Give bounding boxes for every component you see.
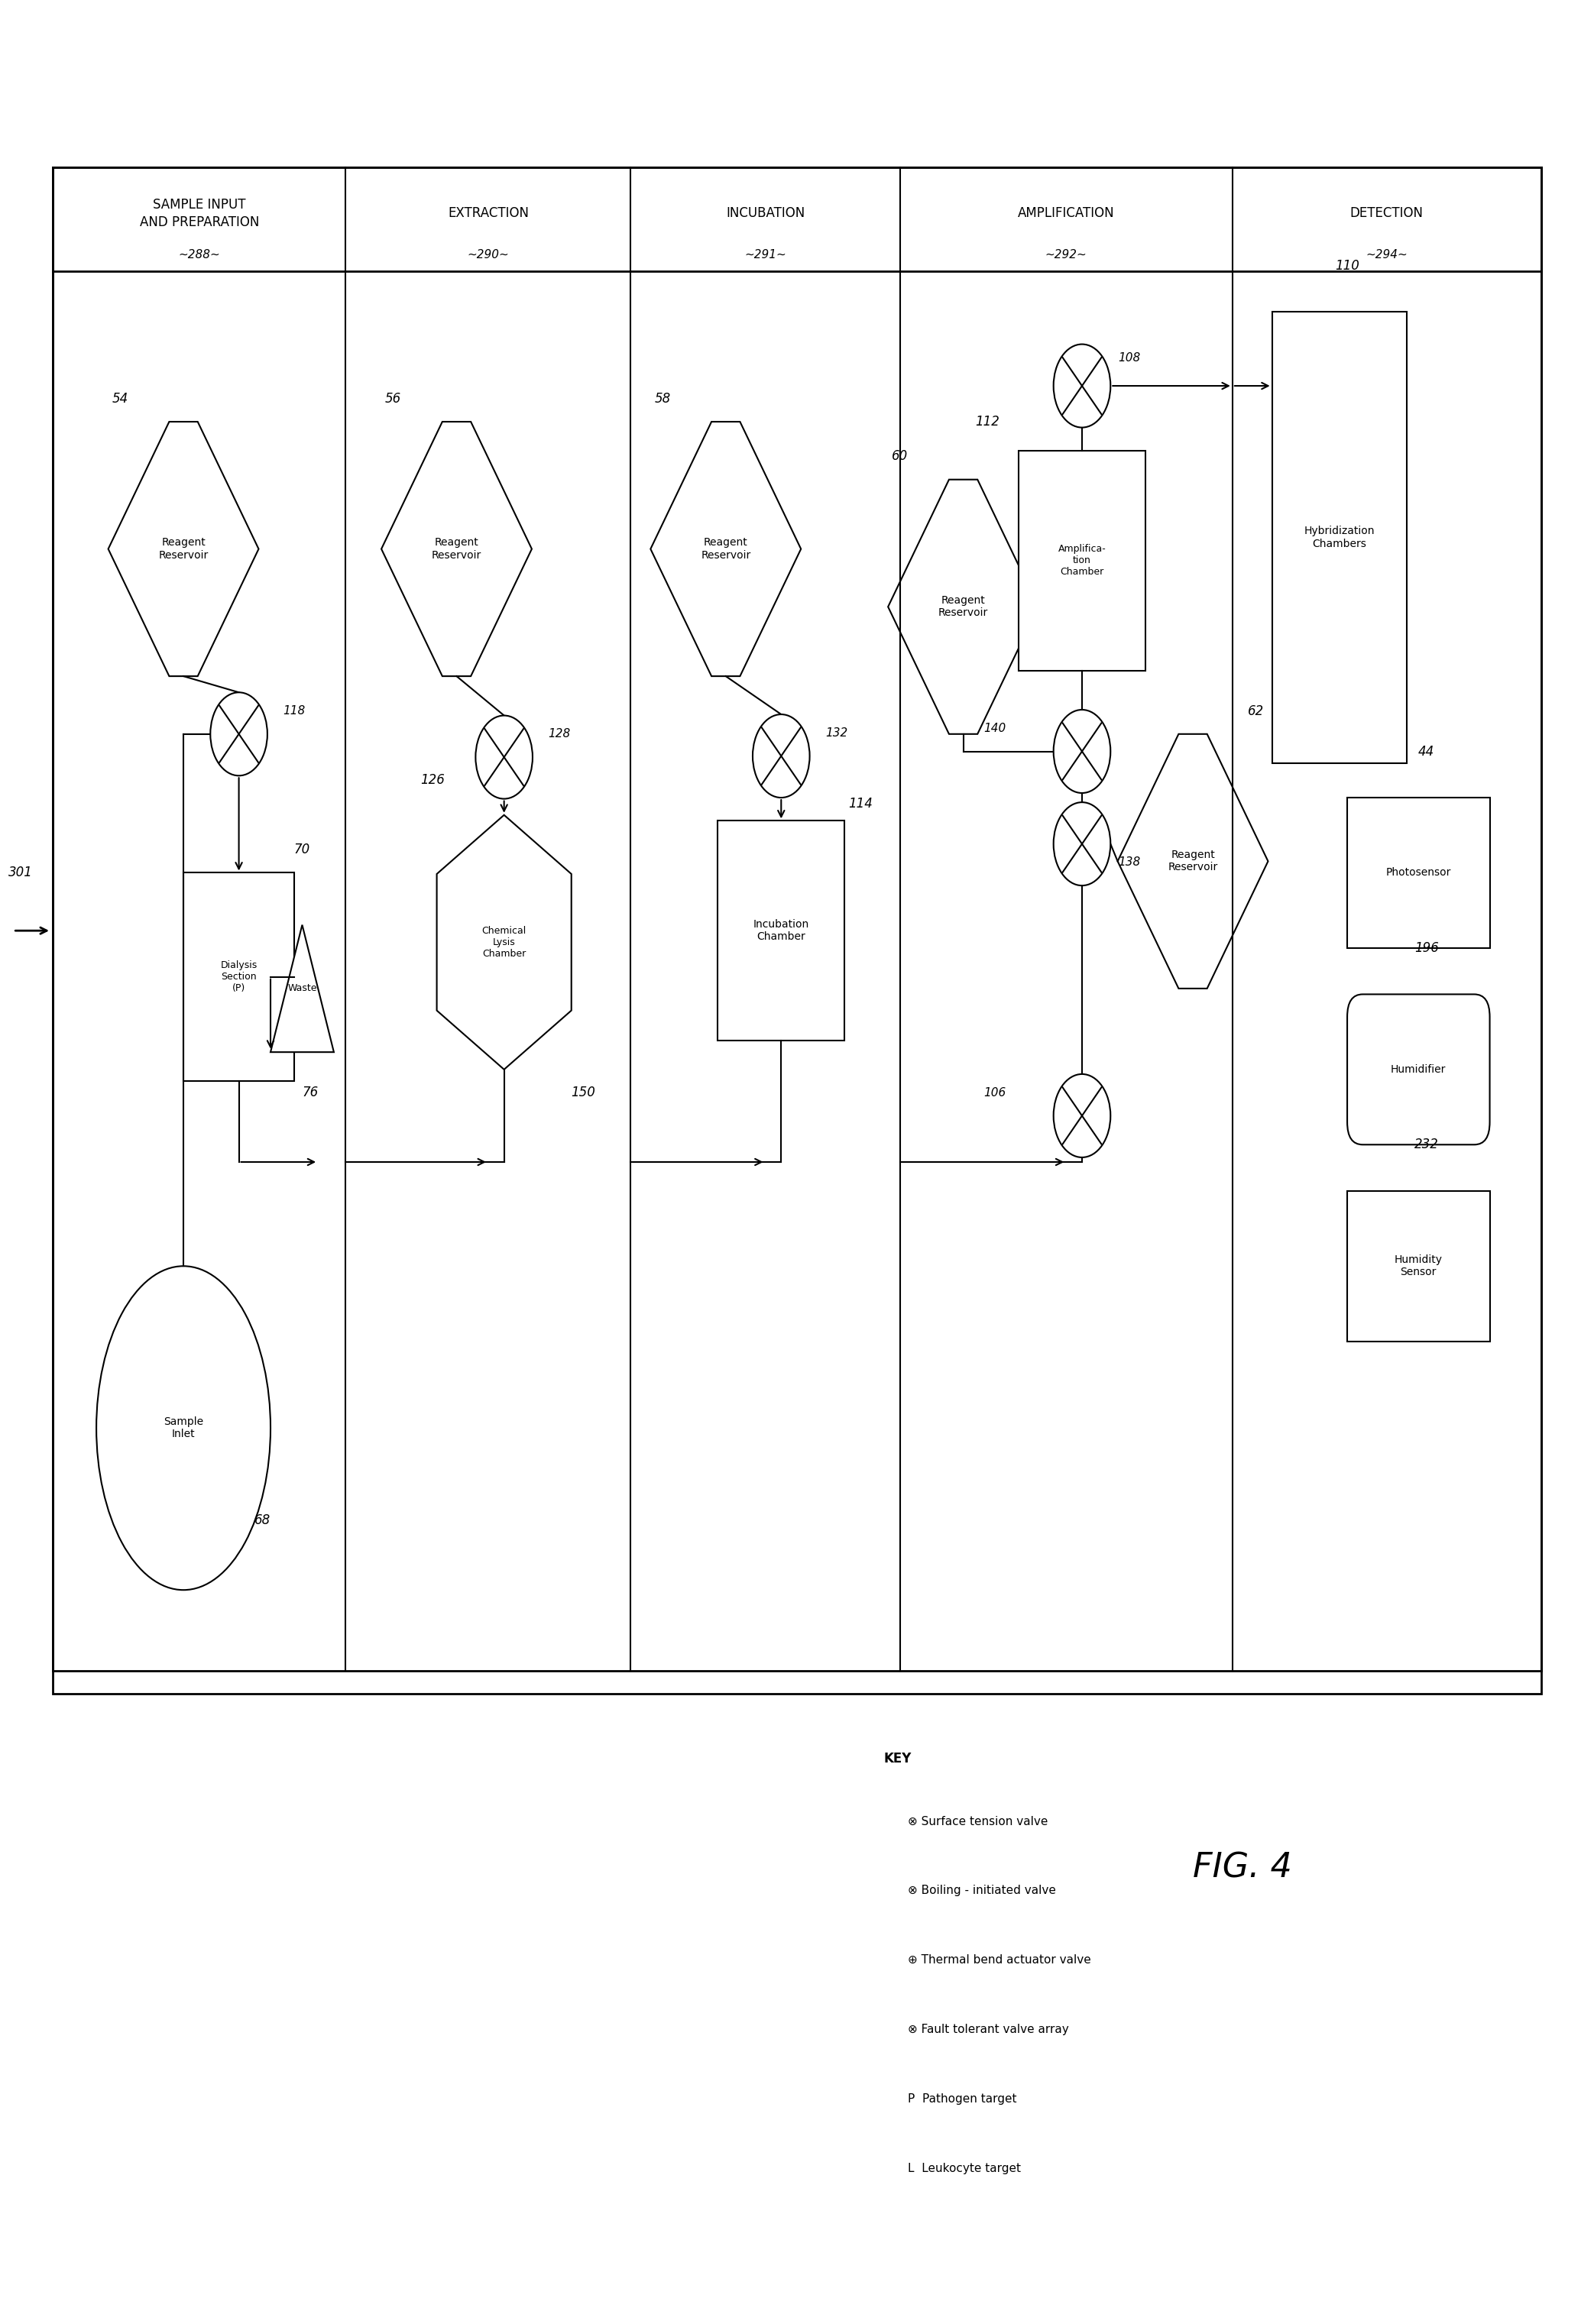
Ellipse shape <box>96 1267 271 1590</box>
Text: 106: 106 <box>983 1088 1006 1099</box>
Circle shape <box>1054 344 1111 428</box>
Polygon shape <box>437 816 571 1069</box>
Text: Humidifier: Humidifier <box>1392 1064 1446 1074</box>
Text: Reagent
Reservoir: Reagent Reservoir <box>158 537 209 560</box>
Polygon shape <box>1117 734 1269 988</box>
Text: 60: 60 <box>891 449 909 462</box>
Text: 150: 150 <box>571 1085 596 1099</box>
Text: 128: 128 <box>548 727 571 739</box>
Text: 56: 56 <box>386 393 402 404</box>
Text: 232: 232 <box>1414 1139 1438 1150</box>
Text: 138: 138 <box>1119 858 1141 869</box>
Text: L  Leukocyte target: L Leukocyte target <box>909 2164 1020 2173</box>
Text: Amplifica-
tion
Chamber: Amplifica- tion Chamber <box>1058 544 1106 576</box>
Text: 76: 76 <box>301 1085 319 1099</box>
Text: 44: 44 <box>1419 744 1435 758</box>
Text: FIG. 4: FIG. 4 <box>1192 1852 1293 1885</box>
Text: ⊗ Surface tension valve: ⊗ Surface tension valve <box>909 1815 1047 1827</box>
Text: 114: 114 <box>848 797 872 811</box>
Text: Incubation
Chamber: Incubation Chamber <box>754 918 810 941</box>
Text: 112: 112 <box>976 416 999 428</box>
Text: 118: 118 <box>284 704 306 716</box>
Text: Reagent
Reservoir: Reagent Reservoir <box>1168 851 1218 874</box>
Text: EXTRACTION: EXTRACTION <box>448 207 529 221</box>
Text: 140: 140 <box>983 723 1006 734</box>
Text: 58: 58 <box>654 393 671 404</box>
Text: ⊗ Fault tolerant valve array: ⊗ Fault tolerant valve array <box>909 2024 1070 2036</box>
Circle shape <box>1054 802 1111 885</box>
Text: 196: 196 <box>1414 941 1438 955</box>
Circle shape <box>1054 1074 1111 1157</box>
Text: 126: 126 <box>421 774 445 788</box>
Text: ⊕ Thermal bend actuator valve: ⊕ Thermal bend actuator valve <box>909 1954 1090 1966</box>
Polygon shape <box>271 925 333 1053</box>
Circle shape <box>210 693 268 776</box>
Text: 62: 62 <box>1248 704 1264 718</box>
Text: Reagent
Reservoir: Reagent Reservoir <box>701 537 751 560</box>
Text: 54: 54 <box>112 393 128 404</box>
FancyBboxPatch shape <box>1019 451 1146 669</box>
Bar <box>53 167 1541 1694</box>
Text: 132: 132 <box>826 727 848 739</box>
Text: INCUBATION: INCUBATION <box>725 207 805 221</box>
Text: 70: 70 <box>293 844 311 858</box>
Text: Sample
Inlet: Sample Inlet <box>164 1418 204 1439</box>
Text: Waste: Waste <box>287 983 317 992</box>
Circle shape <box>475 716 532 799</box>
Text: DETECTION: DETECTION <box>1350 207 1423 221</box>
Text: 110: 110 <box>1336 258 1360 272</box>
FancyBboxPatch shape <box>717 820 845 1041</box>
Text: ~290~: ~290~ <box>467 249 508 260</box>
Text: Hybridization
Chambers: Hybridization Chambers <box>1304 525 1374 548</box>
Text: Chemical
Lysis
Chamber: Chemical Lysis Chamber <box>481 925 526 960</box>
Text: 301: 301 <box>8 867 33 881</box>
Text: ~294~: ~294~ <box>1366 249 1408 260</box>
Circle shape <box>1054 709 1111 792</box>
Text: P  Pathogen target: P Pathogen target <box>909 2094 1017 2106</box>
Polygon shape <box>650 421 800 676</box>
FancyBboxPatch shape <box>1347 797 1490 948</box>
Text: 68: 68 <box>255 1513 271 1527</box>
Circle shape <box>752 713 810 797</box>
Polygon shape <box>888 479 1038 734</box>
Text: 108: 108 <box>1119 353 1141 365</box>
Text: KEY: KEY <box>885 1752 912 1766</box>
Text: SAMPLE INPUT
AND PREPARATION: SAMPLE INPUT AND PREPARATION <box>140 198 258 228</box>
Text: AMPLIFICATION: AMPLIFICATION <box>1019 207 1114 221</box>
Text: ⊗ Boiling - initiated valve: ⊗ Boiling - initiated valve <box>909 1885 1055 1896</box>
Text: Reagent
Reservoir: Reagent Reservoir <box>939 595 988 618</box>
Polygon shape <box>108 421 258 676</box>
FancyBboxPatch shape <box>1347 995 1490 1146</box>
Text: ~292~: ~292~ <box>1046 249 1087 260</box>
FancyBboxPatch shape <box>1272 311 1406 762</box>
Text: Humidity
Sensor: Humidity Sensor <box>1395 1255 1443 1278</box>
Text: Reagent
Reservoir: Reagent Reservoir <box>432 537 481 560</box>
FancyBboxPatch shape <box>183 874 295 1081</box>
Text: Dialysis
Section
(P): Dialysis Section (P) <box>220 960 257 992</box>
Text: ~288~: ~288~ <box>179 249 220 260</box>
Text: Photosensor: Photosensor <box>1385 867 1451 878</box>
Text: ~291~: ~291~ <box>744 249 786 260</box>
Polygon shape <box>381 421 532 676</box>
FancyBboxPatch shape <box>1347 1190 1490 1341</box>
